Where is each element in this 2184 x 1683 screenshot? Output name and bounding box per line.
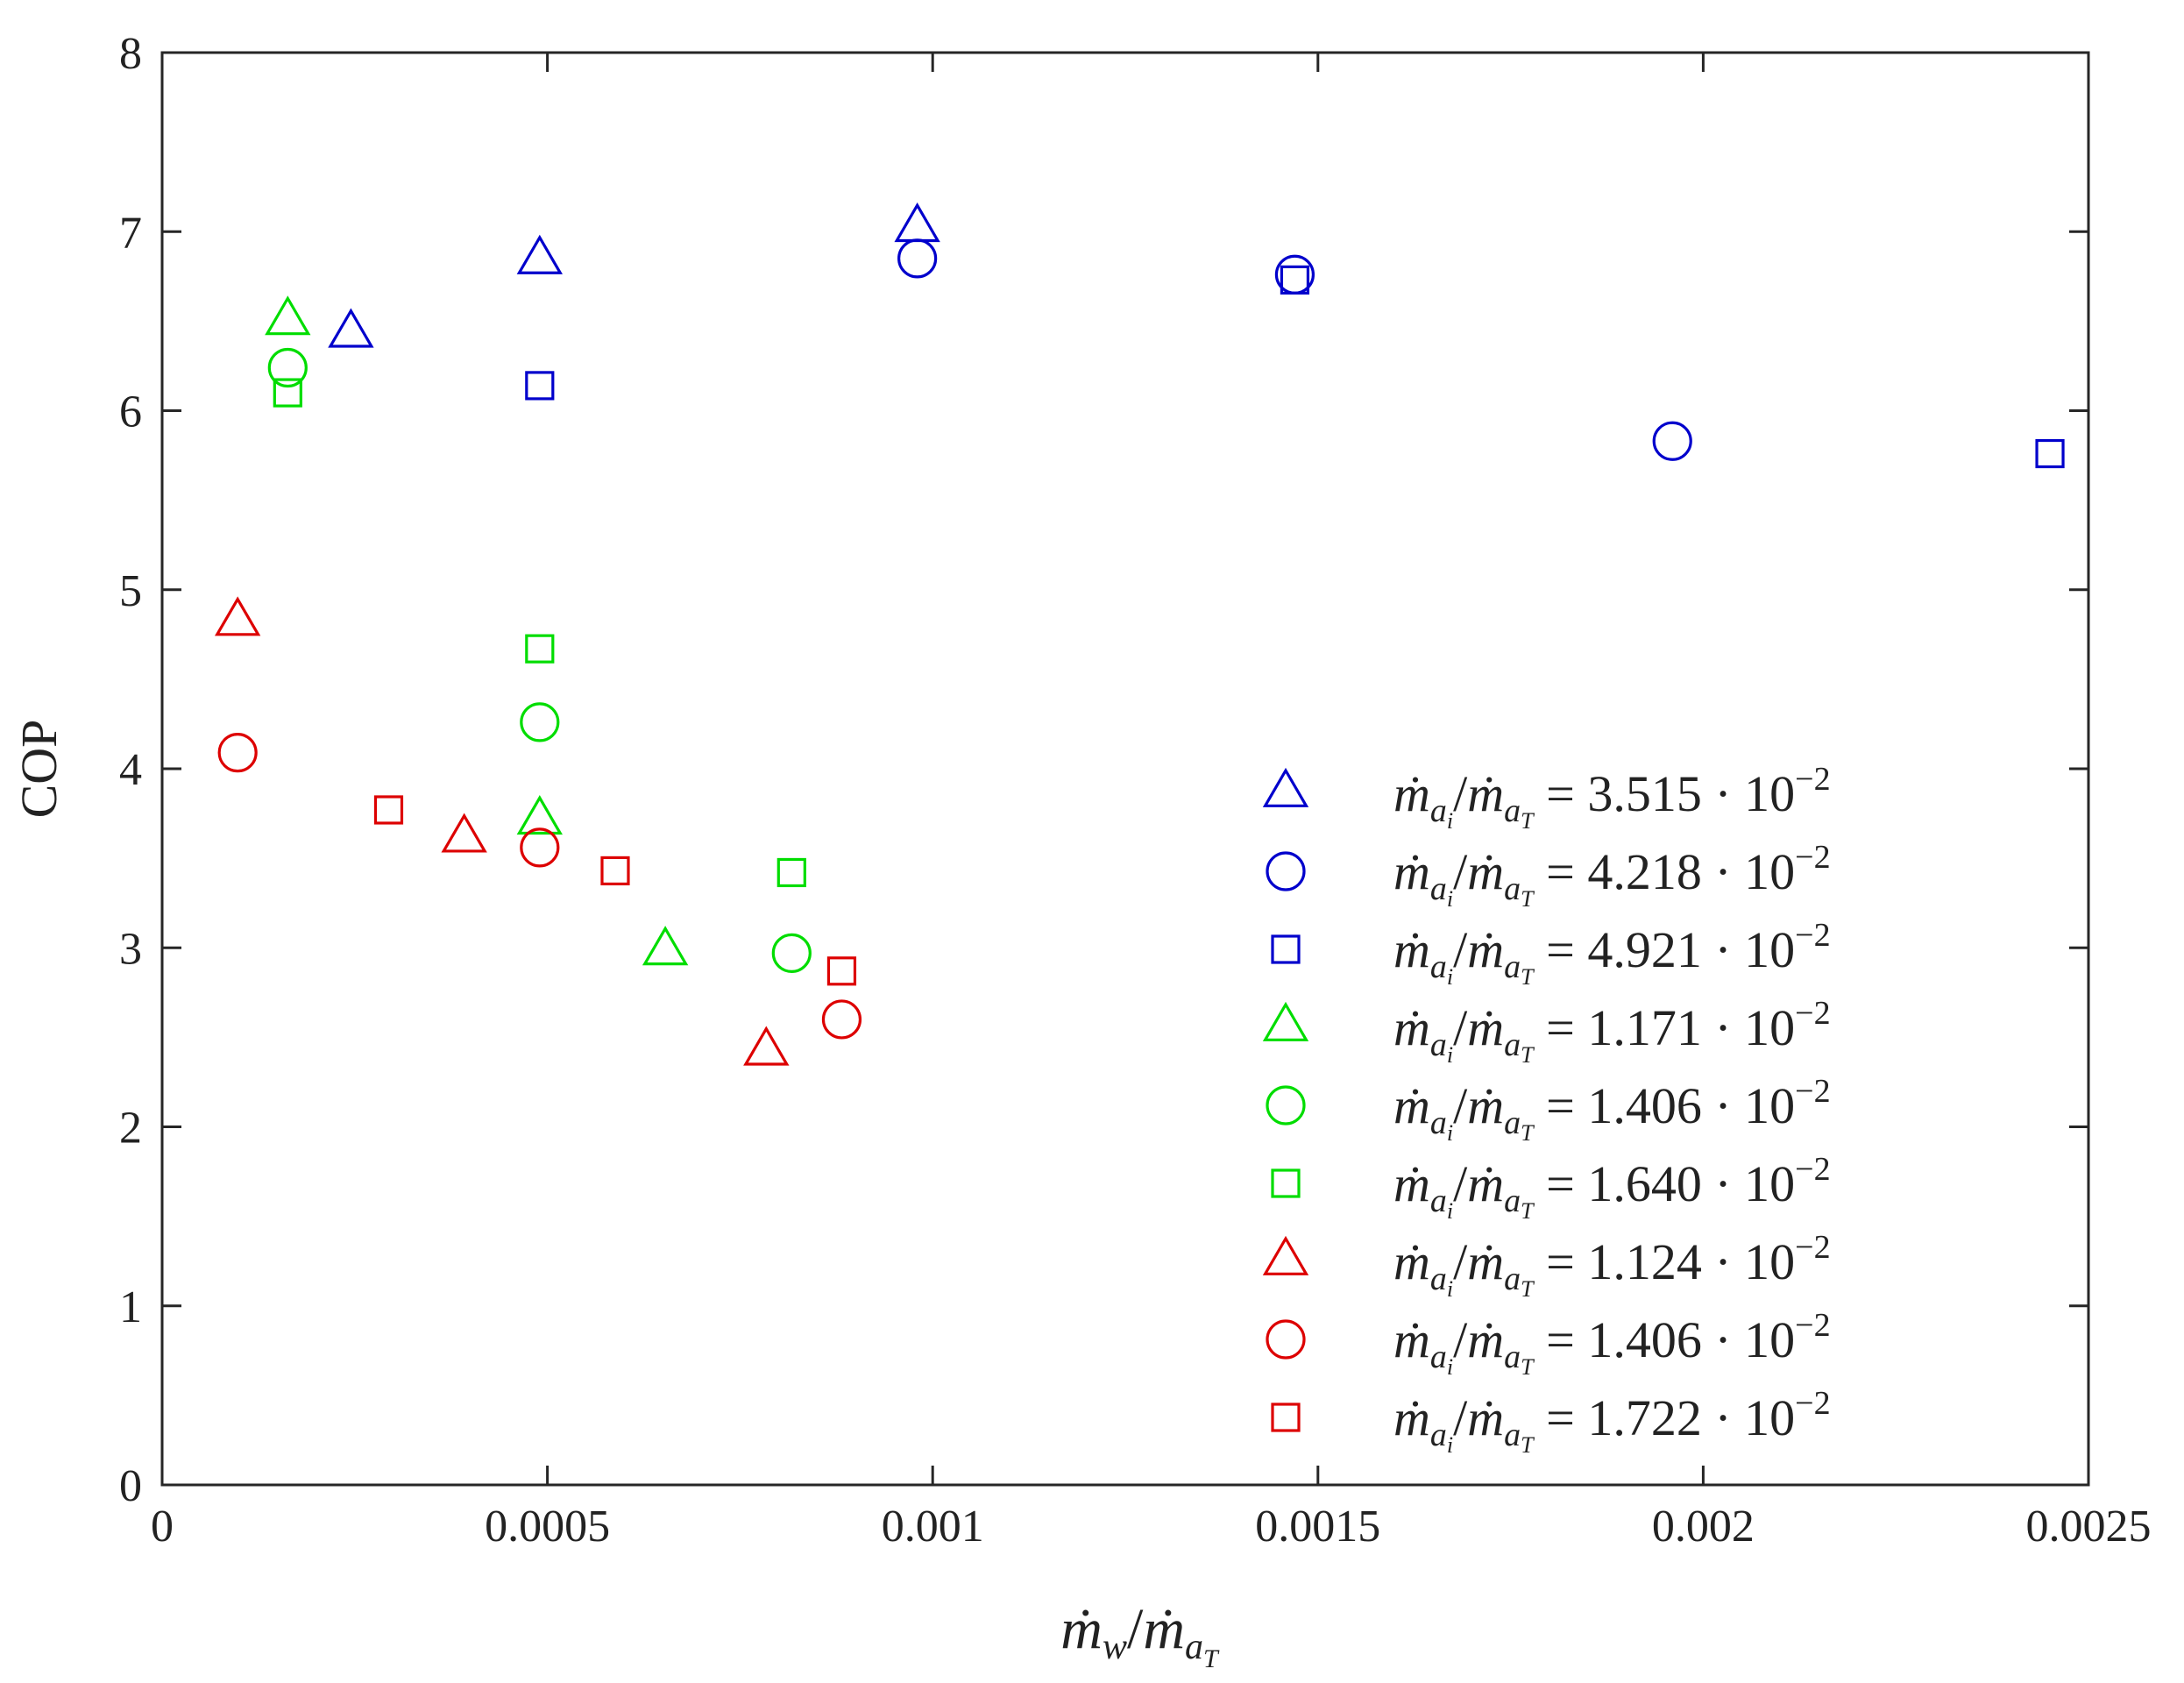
data-point-circle: [267, 347, 308, 388]
x-tick-label: 0.0015: [1255, 1502, 1380, 1552]
legend-label: ṁai/ṁaT = 4.921 · 10−2: [1393, 917, 1831, 990]
legend-label: ṁai/ṁaT = 1.640 · 10−2: [1393, 1151, 1831, 1224]
legend-label: ṁai/ṁaT = 4.218 · 10−2: [1393, 839, 1831, 912]
data-point-square: [600, 856, 630, 886]
legend-entry: ṁai/ṁaT = 1.406 · 10−2: [1266, 1073, 1831, 1146]
data-point-circle: [217, 733, 258, 773]
y-tick-label: 4: [119, 745, 142, 795]
data-point-square: [776, 857, 806, 888]
y-tick-label: 2: [119, 1104, 142, 1154]
data-point-triangle: [265, 295, 311, 336]
x-tick-label: 0.0005: [485, 1502, 610, 1552]
legend-marker-circle: [1266, 1319, 1306, 1360]
legend-marker-triangle: [1262, 1235, 1309, 1275]
x-title-sub-a: a: [1185, 1627, 1203, 1667]
data-point-square: [2035, 438, 2065, 469]
data-point-square: [525, 634, 555, 664]
legend-label: ṁai/ṁaT = 1.406 · 10−2: [1393, 1073, 1831, 1146]
data-markers: [214, 202, 2065, 1066]
x-axis-title: ṁw/ṁaT: [1060, 1597, 1220, 1673]
legend-marker-square: [1271, 1168, 1301, 1198]
legend-label: ṁai/ṁaT = 1.406 · 10−2: [1393, 1307, 1831, 1380]
x-title-slash: /: [1127, 1597, 1144, 1661]
plot-frame: [160, 51, 2090, 1487]
x-tick-label: 0.001: [882, 1502, 984, 1552]
data-point-triangle: [516, 234, 563, 274]
x-title-sub-T: T: [1203, 1644, 1220, 1673]
y-tick-label: 3: [119, 924, 142, 974]
x-axis-ticks: 0 0.0005 0.001 0.0015 0.002 0.0025: [151, 53, 2152, 1552]
data-point-square: [373, 795, 404, 825]
data-point-square: [273, 378, 302, 408]
data-point-circle: [520, 827, 560, 868]
legend-label: ṁai/ṁaT = 1.171 · 10−2: [1393, 995, 1831, 1068]
legend-marker-circle: [1266, 851, 1306, 891]
data-point-triangle: [441, 813, 487, 853]
x-tick-label: 0: [151, 1502, 174, 1552]
legend-marker-square: [1271, 1402, 1301, 1432]
x-title-mdot-w: ṁ: [1060, 1597, 1103, 1661]
legend-label: ṁai/ṁaT = 1.722 · 10−2: [1393, 1385, 1831, 1458]
data-point-circle: [821, 999, 862, 1040]
y-axis-ticks: 0 1 2 3 4 5 6 7 8: [119, 29, 2088, 1511]
data-point-circle: [520, 702, 560, 742]
data-point-triangle: [642, 926, 689, 966]
data-point-triangle: [214, 596, 261, 636]
legend-entry: ṁai/ṁaT = 1.124 · 10−2: [1262, 1229, 1831, 1302]
data-point-circle: [771, 933, 812, 973]
legend-marker-square: [1271, 934, 1301, 964]
data-point-square: [525, 371, 555, 401]
y-tick-label: 6: [119, 387, 142, 437]
y-axis-title: COP: [11, 720, 67, 819]
data-point-circle: [1652, 421, 1692, 461]
data-point-triangle: [516, 795, 563, 835]
legend-marker-circle: [1266, 1085, 1306, 1126]
x-title-sub-w: w: [1103, 1627, 1127, 1667]
legend-marker-triangle: [1262, 767, 1309, 807]
legend-entry: ṁai/ṁaT = 1.171 · 10−2: [1262, 995, 1831, 1068]
x-tick-label: 0.002: [1652, 1502, 1755, 1552]
legend-marker-triangle: [1262, 1001, 1309, 1041]
y-tick-label: 8: [119, 29, 142, 79]
legend-label: ṁai/ṁaT = 1.124 · 10−2: [1393, 1229, 1831, 1302]
data-point-triangle: [743, 1026, 790, 1066]
legend-entry: ṁai/ṁaT = 1.722 · 10−2: [1271, 1385, 1831, 1458]
legend-entry: ṁai/ṁaT = 1.406 · 10−2: [1266, 1307, 1831, 1380]
y-tick-label: 7: [119, 208, 142, 258]
y-tick-label: 5: [119, 566, 142, 616]
data-point-square: [1280, 265, 1310, 295]
legend-entry: ṁai/ṁaT = 3.515 · 10−2: [1262, 761, 1831, 834]
y-tick-label: 0: [119, 1461, 142, 1511]
x-tick-label: 0.0025: [2026, 1502, 2152, 1552]
legend-label: ṁai/ṁaT = 3.515 · 10−2: [1393, 761, 1831, 834]
y-tick-label: 1: [119, 1282, 142, 1332]
legend-entry: ṁai/ṁaT = 4.218 · 10−2: [1266, 839, 1831, 912]
data-point-square: [826, 956, 857, 986]
data-point-circle: [897, 238, 938, 279]
data-point-triangle: [328, 308, 374, 348]
legend-entry: ṁai/ṁaT = 4.921 · 10−2: [1271, 917, 1831, 990]
legend-entry: ṁai/ṁaT = 1.640 · 10−2: [1271, 1151, 1831, 1224]
x-title-mdot-a: ṁ: [1143, 1597, 1185, 1661]
